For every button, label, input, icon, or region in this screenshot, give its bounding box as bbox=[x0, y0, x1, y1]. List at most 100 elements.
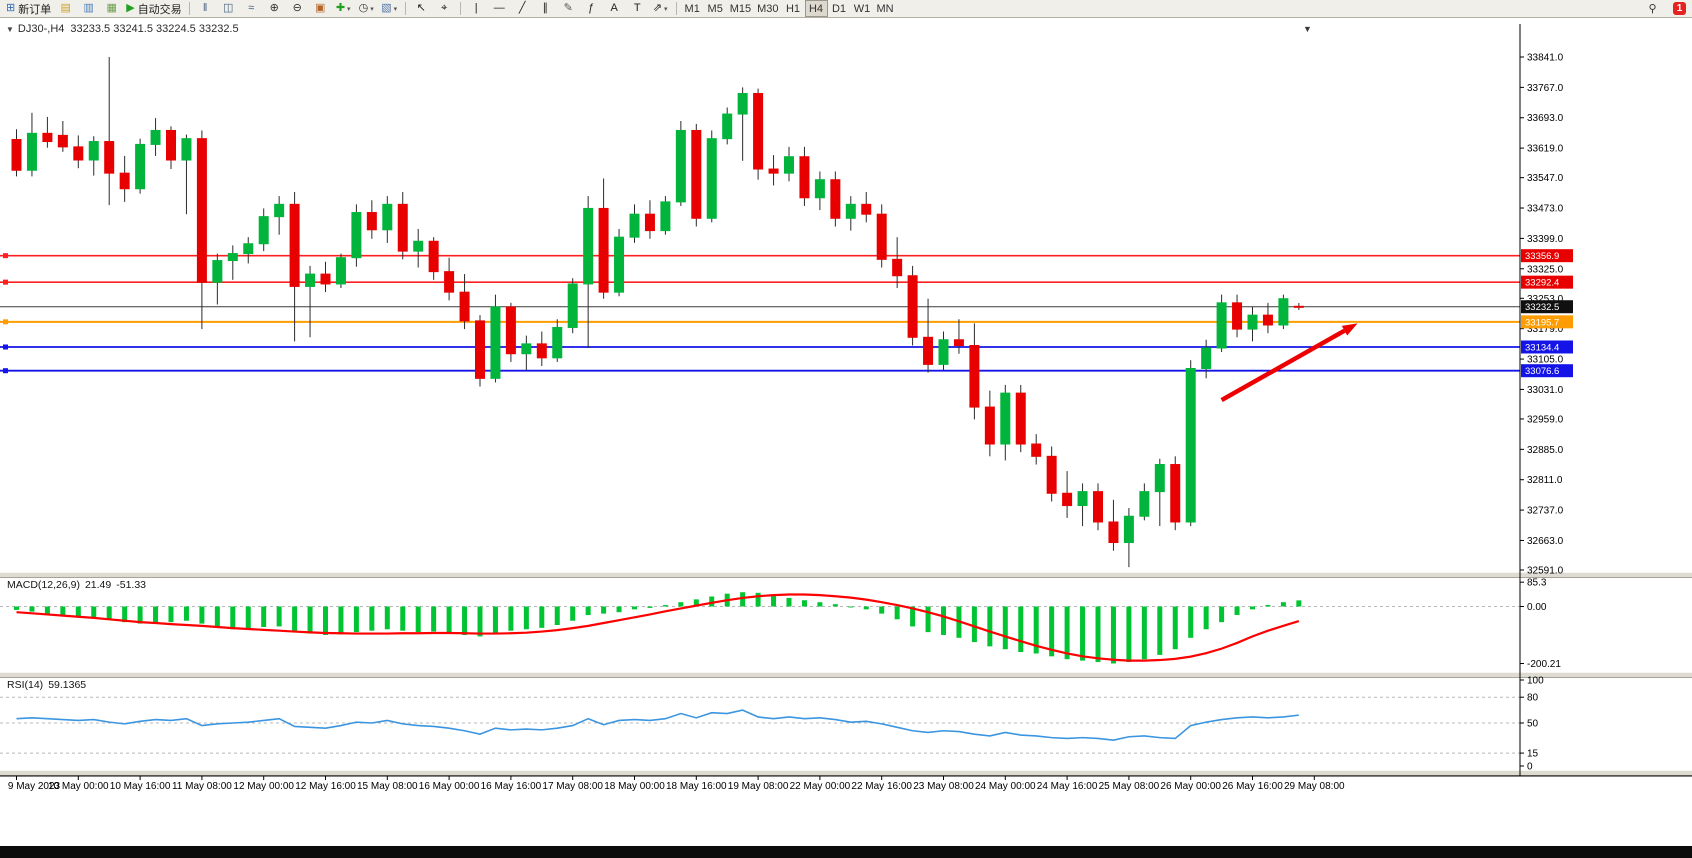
tf-m30-button[interactable]: M30 bbox=[757, 2, 779, 15]
bars-mode-button[interactable]: ‖ bbox=[194, 0, 217, 17]
svg-text:33693.0: 33693.0 bbox=[1527, 113, 1564, 124]
toolbar-separator bbox=[188, 2, 190, 15]
draw-edit-button[interactable]: ✎ bbox=[557, 0, 580, 17]
tf-h4-button[interactable]: H4 bbox=[804, 0, 828, 17]
svg-text:33473.0: 33473.0 bbox=[1527, 204, 1564, 215]
cursor-button[interactable]: ↖ bbox=[410, 0, 433, 17]
new-order-icon: ⊞ bbox=[6, 2, 16, 14]
indicators-icon: ✚ bbox=[335, 2, 346, 14]
svg-text:17 May 08:00: 17 May 08:00 bbox=[542, 781, 603, 792]
tf-m15-button[interactable]: M15 bbox=[729, 2, 752, 15]
navigator-icon: ▥ bbox=[83, 2, 94, 14]
tf-d1-button[interactable]: D1 bbox=[831, 2, 847, 15]
periods-icon: ◷ bbox=[358, 2, 369, 14]
svg-text:32663.0: 32663.0 bbox=[1527, 536, 1564, 547]
new-order-button[interactable]: ⊞ 新订单 bbox=[3, 0, 54, 17]
tf-m1-button[interactable]: M1 bbox=[684, 2, 700, 15]
search-icon: ⚲ bbox=[1648, 3, 1657, 15]
price-chart[interactable]: 33841.0 33767.0 33693.0 33619.0 33547.0 33473… bbox=[0, 18, 1692, 846]
crosshair-button[interactable]: ⌖ bbox=[433, 0, 456, 17]
tf-w1-button[interactable]: W1 bbox=[853, 2, 871, 15]
chart-window: 33841.0 33767.0 33693.0 33619.0 33547.0 33473… bbox=[0, 18, 1692, 846]
svg-text:9 May 2023: 9 May 2023 bbox=[8, 781, 61, 792]
market-watch-icon: ▤ bbox=[60, 2, 71, 14]
autotrading-button[interactable]: ▶ 自动交易 bbox=[123, 0, 184, 17]
main-toolbar: ⚲ 1 ⊞ 新订单 ▤ ▥ ▦ ▶ 自动交易 ‖ ◫ ≈ ⊕ ⊖ ▣ ✚ ▾ ◷ ▾ ▧ ▾ ↖ ⌖ | — ╱ ∥ ✎ ƒ A T ⇗ ▾… bbox=[0, 0, 1692, 18]
rsi-label: RSI(14) 59.1365 bbox=[7, 679, 91, 691]
svg-text:33031.0: 33031.0 bbox=[1527, 385, 1564, 396]
svg-text:15 May 08:00: 15 May 08:00 bbox=[357, 781, 418, 792]
fibonacci-button[interactable]: ƒ bbox=[580, 0, 603, 17]
svg-text:85.3: 85.3 bbox=[1527, 578, 1547, 589]
templates-button[interactable]: ▧ ▾ bbox=[378, 0, 401, 17]
chart-ohlc-values: 33233.5 33241.5 33224.5 33232.5 bbox=[70, 23, 239, 35]
text-icon: A bbox=[610, 2, 618, 14]
svg-text:29 May 08:00: 29 May 08:00 bbox=[1284, 781, 1345, 792]
text-label-button[interactable]: T bbox=[626, 0, 649, 17]
svg-text:-200.21: -200.21 bbox=[1527, 659, 1561, 670]
svg-text:26 May 16:00: 26 May 16:00 bbox=[1222, 781, 1283, 792]
svg-text:23 May 08:00: 23 May 08:00 bbox=[913, 781, 974, 792]
search-button[interactable]: ⚲ bbox=[1641, 1, 1664, 18]
macd-name: MACD(12,26,9) bbox=[7, 579, 80, 591]
macd-value-2: -51.33 bbox=[116, 579, 147, 591]
cursor-icon: ↖ bbox=[416, 2, 426, 14]
svg-text:32737.0: 32737.0 bbox=[1527, 506, 1564, 517]
horizontal-line-icon: — bbox=[493, 2, 505, 14]
tf-h1-button[interactable]: H1 bbox=[785, 2, 801, 15]
periods-button[interactable]: ◷ ▾ bbox=[355, 0, 378, 17]
terminal-button[interactable]: ▦ bbox=[100, 0, 123, 17]
line-mode-button[interactable]: ≈ bbox=[240, 0, 263, 17]
arrows-objects-icon: ⇗ bbox=[652, 2, 663, 14]
vertical-line-button[interactable]: | bbox=[465, 0, 488, 17]
indicators-button[interactable]: ✚ ▾ bbox=[332, 0, 355, 17]
templates-icon: ▧ bbox=[381, 2, 392, 14]
tf-m5-button[interactable]: M5 bbox=[707, 2, 723, 15]
svg-text:18 May 00:00: 18 May 00:00 bbox=[604, 781, 665, 792]
arrows-objects-button[interactable]: ⇗ ▾ bbox=[649, 0, 672, 17]
macd-label: MACD(12,26,9) 21.49 -51.33 bbox=[7, 579, 151, 591]
svg-text:19 May 08:00: 19 May 08:00 bbox=[728, 781, 789, 792]
indicators-caret-icon: ▾ bbox=[347, 5, 351, 13]
notification-badge[interactable]: 1 bbox=[1673, 2, 1686, 15]
text-button[interactable]: A bbox=[603, 0, 626, 17]
svg-text:32591.0: 32591.0 bbox=[1527, 566, 1564, 577]
svg-text:24 May 16:00: 24 May 16:00 bbox=[1037, 781, 1098, 792]
svg-text:22 May 00:00: 22 May 00:00 bbox=[790, 781, 851, 792]
equidistant-channel-icon: ∥ bbox=[542, 2, 548, 14]
trendline-button[interactable]: ╱ bbox=[511, 0, 534, 17]
tile-windows-button[interactable]: ▣ bbox=[309, 0, 332, 17]
toolbar-separator bbox=[459, 2, 461, 15]
tf-mn-button[interactable]: MN bbox=[876, 2, 894, 15]
chart-shift-marker[interactable]: ▼ bbox=[1303, 24, 1312, 34]
candles-mode-button[interactable]: ◫ bbox=[217, 0, 240, 17]
autotrading-icon: ▶ bbox=[126, 2, 135, 14]
macd-value-1: 21.49 bbox=[84, 579, 112, 591]
zoom-in-button[interactable]: ⊕ bbox=[263, 0, 286, 17]
rsi-name: RSI(14) bbox=[7, 679, 44, 691]
svg-text:32885.0: 32885.0 bbox=[1527, 445, 1564, 456]
navigator-button[interactable]: ▥ bbox=[77, 0, 100, 17]
svg-text:16 May 16:00: 16 May 16:00 bbox=[481, 781, 542, 792]
svg-text:80: 80 bbox=[1527, 693, 1539, 704]
toolbar-separator bbox=[404, 2, 406, 15]
svg-text:26 May 00:00: 26 May 00:00 bbox=[1160, 781, 1221, 792]
templates-caret-icon: ▾ bbox=[393, 5, 398, 13]
periods-caret-icon: ▾ bbox=[370, 5, 374, 13]
bottom-strip bbox=[0, 846, 1692, 858]
chart-collapse-icon[interactable]: ▼ bbox=[6, 25, 14, 34]
crosshair-icon: ⌖ bbox=[441, 2, 448, 14]
svg-text:33232.5: 33232.5 bbox=[1525, 302, 1559, 313]
svg-text:18 May 16:00: 18 May 16:00 bbox=[666, 781, 727, 792]
zoom-out-button[interactable]: ⊖ bbox=[286, 0, 309, 17]
bars-mode-icon: ‖ bbox=[202, 2, 208, 14]
toolbar-separator bbox=[675, 2, 677, 15]
svg-text:11 May 08:00: 11 May 08:00 bbox=[172, 781, 232, 792]
svg-text:12 May 16:00: 12 May 16:00 bbox=[295, 781, 356, 792]
svg-text:33179.0: 33179.0 bbox=[1527, 324, 1564, 335]
equidistant-channel-button[interactable]: ∥ bbox=[534, 0, 557, 17]
horizontal-line-button[interactable]: — bbox=[488, 0, 511, 17]
market-watch-button[interactable]: ▤ bbox=[54, 0, 77, 17]
chart-title: ▼ DJ30-,H4 33233.5 33241.5 33224.5 33232.5 bbox=[6, 23, 239, 35]
svg-text:25 May 08:00: 25 May 08:00 bbox=[1099, 781, 1160, 792]
